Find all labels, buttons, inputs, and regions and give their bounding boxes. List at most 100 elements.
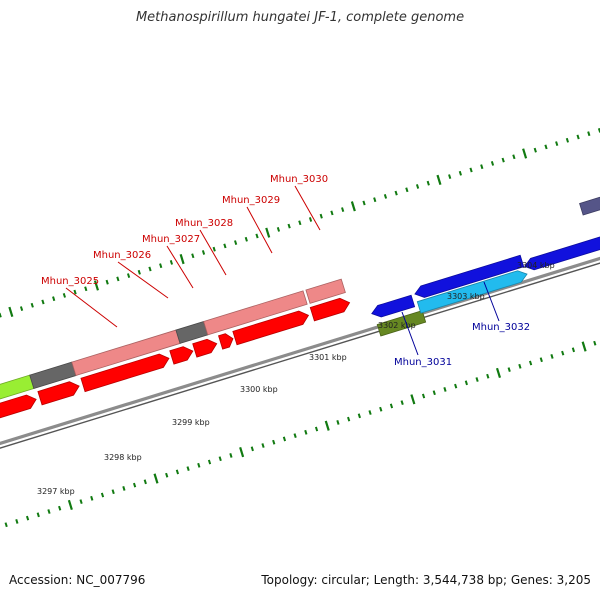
tick-mark: [565, 137, 570, 143]
tick-mark: [415, 184, 420, 189]
tick-mark: [282, 436, 287, 442]
tick-mark: [357, 413, 361, 419]
red-cds: [37, 381, 80, 406]
tick-mark: [8, 306, 14, 317]
tick-mark: [25, 515, 30, 521]
scale-label: 3302 kbp: [378, 321, 416, 330]
tick-mark: [490, 160, 495, 166]
tick-mark: [207, 459, 212, 465]
tick-mark: [298, 220, 302, 226]
tick-mark: [314, 426, 319, 432]
tick-mark: [522, 148, 528, 159]
gene-label: Mhun_3028: [175, 218, 233, 229]
gene-label: Mhun_3029: [222, 195, 280, 206]
tick-mark: [47, 509, 51, 514]
tick-mark: [379, 406, 383, 412]
tick-mark: [169, 259, 174, 265]
tick-mark: [421, 393, 426, 399]
tick-mark: [122, 486, 126, 491]
page-title: Methanospirillum hungatei JF-1, complete…: [135, 10, 465, 25]
leader-line: [199, 229, 227, 276]
tick-mark: [223, 243, 227, 249]
tick-mark: [52, 296, 56, 302]
tick-mark: [432, 390, 436, 396]
tick-mark: [389, 403, 394, 409]
tick-mark: [272, 439, 276, 445]
tick-mark: [175, 469, 180, 475]
backbone-line: [0, 256, 600, 446]
tick-mark: [528, 360, 533, 366]
tick-mark: [319, 213, 323, 219]
gene-label: Mhun_3032: [472, 322, 530, 333]
tick-mark: [191, 253, 195, 259]
blue-cds: [371, 294, 416, 318]
tick-mark: [132, 482, 137, 488]
tick-mark: [436, 174, 442, 185]
scale-label: 3299 kbp: [172, 418, 210, 427]
accession-text: Accession: NC_007796: [9, 573, 146, 587]
tick-mark: [394, 190, 398, 196]
tick-mark: [244, 236, 248, 242]
features: [0, 196, 600, 419]
tick-mark: [197, 462, 201, 468]
tick-mark: [201, 250, 206, 255]
tick-mark: [507, 367, 511, 373]
red-cds: [0, 394, 37, 419]
tick-mark: [105, 279, 109, 285]
leader-line: [401, 311, 419, 356]
cyan-cds: [416, 270, 528, 314]
tick-mark: [544, 144, 548, 150]
tick-mark: [448, 174, 452, 179]
tick-mark: [533, 147, 537, 153]
tick-mark: [15, 519, 19, 524]
tick-mark: [341, 207, 345, 212]
tick-mark: [79, 499, 83, 505]
leader-line: [294, 185, 321, 231]
tick-mark: [480, 164, 484, 170]
tick-mark: [0, 312, 2, 318]
scale-label: 3301 kbp: [309, 353, 347, 362]
tick-mark: [555, 141, 559, 146]
scale-label: 3303 kbp: [447, 292, 485, 301]
olive-cds: [376, 310, 427, 337]
tick-mark: [137, 269, 141, 275]
gene-label: Mhun_3030: [270, 174, 328, 185]
tick-mark: [116, 276, 120, 282]
tick-mark: [261, 443, 265, 448]
purple-cds: [579, 196, 600, 216]
leader-line: [483, 281, 500, 322]
blue-cds: [524, 236, 600, 271]
tick-mark: [593, 340, 597, 346]
tick-mark: [165, 472, 169, 478]
tick-mark: [495, 367, 502, 379]
tick-mark: [250, 446, 254, 452]
tick-mark: [19, 306, 24, 311]
tick-mark: [287, 223, 291, 229]
tick-mark: [186, 466, 190, 472]
labels: 3297 kbp 3298 kbp 3299 kbp 3300 kbp 3301 kbp…: [37, 174, 555, 496]
red-cds: [309, 297, 351, 322]
tick-mark: [368, 410, 372, 415]
leader-line: [117, 261, 169, 299]
tick-mark: [426, 180, 430, 186]
red-cds: [218, 333, 234, 350]
tick-mark: [512, 154, 516, 160]
tick-mark: [383, 193, 388, 199]
tick-mark: [143, 479, 147, 485]
red-cds: [192, 338, 218, 358]
tick-mark: [148, 266, 152, 272]
gene-label: Mhun_3031: [394, 357, 452, 368]
scale-label: 3300 kbp: [240, 385, 278, 394]
tick-mark: [153, 473, 159, 484]
pink-feature: [203, 290, 308, 336]
tick-mark: [229, 453, 233, 458]
tick-mark: [475, 377, 479, 382]
tick-mark: [276, 226, 281, 232]
tick-mark: [347, 416, 351, 422]
tick-mark: [550, 354, 554, 359]
tick-mark: [362, 200, 366, 206]
tick-mark: [36, 512, 40, 518]
tick-mark: [330, 210, 334, 216]
blue-cds: [414, 254, 525, 298]
